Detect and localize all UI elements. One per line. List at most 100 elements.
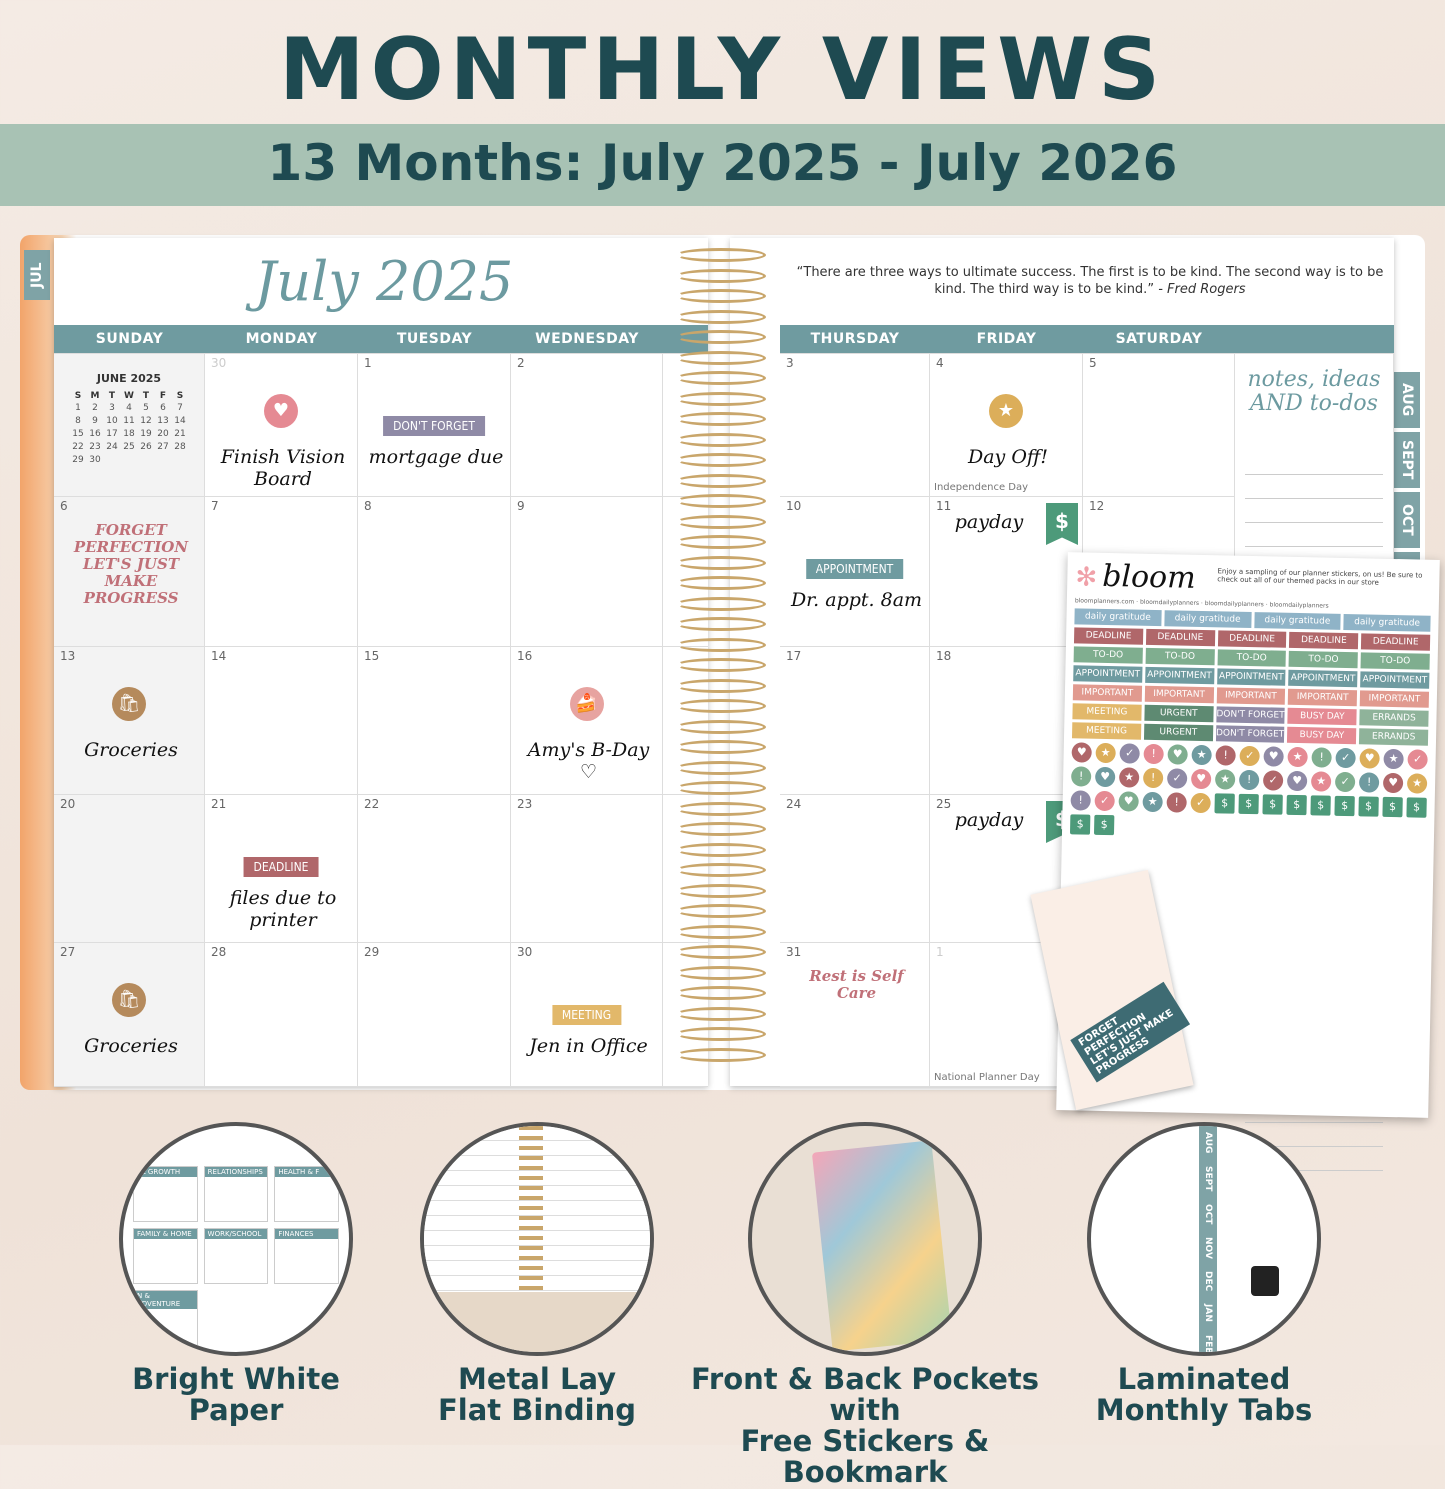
spiral-ring (676, 617, 766, 631)
icon-sticker: ! (1311, 747, 1332, 768)
sticker: daily gratitude (1343, 613, 1431, 632)
icon-sticker: ✓ (1239, 745, 1260, 767)
calendar-day: 30 ♥ Finish Vision Board (205, 354, 358, 497)
icon-sticker: ★ (1191, 744, 1212, 766)
icon-sticker: ✓ (1119, 743, 1140, 764)
spiral-binding (676, 248, 768, 1078)
grocery-bag-icon: 🛍 (112, 687, 146, 721)
day-number: 2 (517, 356, 525, 370)
tab-sept[interactable]: SEPT (1394, 432, 1420, 488)
icon-sticker: ♥ (1286, 770, 1308, 792)
day-number: 12 (1089, 499, 1105, 513)
icon-sticker: ♥ (1382, 772, 1404, 794)
spiral-ring (676, 494, 766, 508)
paper-section: HEALTH & F (274, 1166, 339, 1222)
mini-day: 21 (174, 428, 186, 439)
dollar-icon: $ (1262, 794, 1283, 815)
handwritten-note: Dr. appt. 8am (790, 589, 923, 611)
day-header-saturday: SATURDAY (1115, 331, 1203, 347)
month-tab[interactable]: AUG (1203, 1132, 1213, 1154)
month-tab[interactable]: OCT (1203, 1204, 1213, 1225)
handwritten-note: payday (954, 511, 1024, 533)
spiral-ring (676, 1027, 766, 1041)
sticker: DON'T FORGET (1215, 725, 1285, 743)
sticker-label: DON'T FORGET (383, 416, 485, 436)
day-number: 4 (936, 356, 944, 370)
month-tab[interactable]: SEPT (1203, 1166, 1213, 1192)
notes-line (1245, 1122, 1383, 1123)
mini-day: 20 (157, 428, 169, 439)
calendar-day: 16 🍰 Amy's B-Day ♡ (511, 647, 663, 795)
sticker-label: DEADLINE (243, 857, 319, 877)
spiral-ring (676, 432, 766, 447)
caption-line: Laminated (1117, 1362, 1291, 1396)
icon-sticker: ! (1070, 766, 1092, 787)
icon-sticker: ★ (1287, 746, 1308, 768)
handwritten-note: files due to printer (229, 887, 337, 931)
day-number: 7 (211, 499, 219, 513)
caption-line: Flat Binding (437, 1393, 637, 1427)
mini-day (121, 453, 138, 466)
subtitle-band: 13 Months: July 2025 - July 2026 (0, 124, 1445, 206)
dollar-icon: $ (1238, 793, 1259, 815)
paper-section: WORK/SCHOOL (203, 1228, 269, 1284)
calendar-day: 10 APPOINTMENT Dr. appt. 8am (780, 497, 930, 647)
calendar-day: 29 (358, 943, 511, 1087)
day-number: 3 (786, 356, 794, 370)
sticker: DEADLINE (1145, 628, 1215, 647)
mini-day: 26 (140, 441, 152, 452)
sticker: TO-DO (1145, 647, 1215, 666)
dollar-icon: $ (1358, 796, 1379, 817)
calendar-day: 4 ★ Day Off! Independence Day (930, 354, 1083, 497)
calendar-day: 2 (511, 354, 663, 497)
calendar-day: 17 (780, 647, 930, 795)
mini-day (155, 453, 172, 466)
left-page: July 2025 SUNDAY MONDAY TUESDAY WEDNESDAY J… (54, 238, 708, 1087)
day-header-wednesday: WEDNESDAY (535, 331, 639, 347)
sticker-row: MEETING URGENT DON'T FORGET BUSY DAY ERRANDS (1071, 722, 1429, 746)
sticker: DON'T FORGET (1215, 706, 1286, 724)
quote-sticker: Rest is Self Care (809, 967, 904, 1002)
spiral-ring (676, 904, 766, 918)
spiral-ring (676, 719, 766, 734)
calendar-day: 6 FORGET PERFECTION LET'S JUST MAKE PROGR… (54, 497, 205, 647)
icon-sticker: ! (1142, 767, 1164, 789)
tab-aug[interactable]: AUG (1394, 372, 1420, 428)
paper-section: FINANCES (274, 1228, 339, 1284)
calendar-day: 13 🛍 Groceries (54, 647, 205, 795)
spiral-ring (676, 699, 766, 713)
day-number: 29 (364, 945, 380, 959)
month-tab[interactable]: FEB (1203, 1334, 1213, 1354)
calendar-day: 21 DEADLINE files due to printer (205, 795, 358, 943)
spiral-ring (676, 1006, 766, 1021)
icon-sticker: ✓ (1166, 768, 1188, 789)
quote-author: - Fred Rogers (1158, 282, 1246, 297)
sticker: IMPORTANT (1072, 684, 1142, 702)
calendar-day: 3 (780, 354, 930, 497)
tab-jul[interactable]: JUL (24, 250, 50, 300)
paper-section: AL GROWTH (133, 1166, 198, 1222)
sheet-message: Enjoy a sampling of our planner stickers… (1217, 567, 1423, 587)
mini-day: 8 (75, 415, 81, 426)
icon-sticker: ! (1070, 790, 1091, 811)
month-tab[interactable]: NOV (1203, 1236, 1213, 1259)
handwritten-note: Groceries (84, 1035, 178, 1057)
feature-caption: Metal Lay Flat Binding (337, 1364, 737, 1426)
notes-line (1245, 474, 1383, 475)
dollar-icon: $ (1334, 795, 1355, 817)
day-header-tuesday: TUESDAY (396, 331, 473, 347)
day-number: 23 (517, 797, 533, 811)
sticker: APPOINTMENT (1073, 665, 1143, 683)
month-tab[interactable]: DEC (1203, 1271, 1213, 1292)
month-tab[interactable]: JAN (1203, 1304, 1213, 1323)
sticker-label: APPOINTMENT (805, 559, 904, 579)
mini-day: 16 (89, 428, 101, 439)
brand-logo: bloom (1101, 558, 1196, 596)
mini-day: 29 (72, 454, 84, 465)
tab-oct[interactable]: OCT (1394, 492, 1420, 548)
quote-sticker: FORGET PERFECTION LET'S JUST MAKE PROGRE… (73, 521, 189, 607)
day-number: 22 (364, 797, 380, 811)
gutter (663, 795, 708, 943)
icon-sticker: ✓ (1335, 747, 1356, 769)
spiral-ring (676, 658, 766, 672)
